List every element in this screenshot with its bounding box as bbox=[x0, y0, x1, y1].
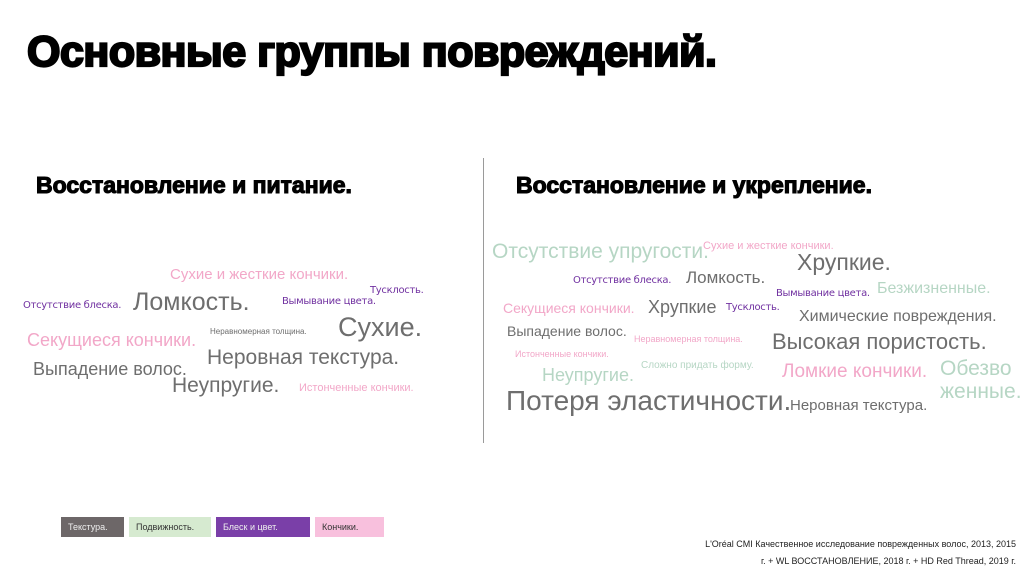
word: Выпадение волос. bbox=[33, 359, 187, 379]
word: Тусклость. bbox=[370, 285, 424, 296]
word: Секущиеся кончики. bbox=[27, 330, 197, 350]
source-line-2: г. + WL ВОССТАНОВЛЕНИЕ, 2018 г. + HD Red… bbox=[760, 556, 1016, 566]
word: Неупругие. bbox=[542, 365, 634, 385]
word: Неупругие. bbox=[172, 374, 280, 397]
word: Безжизненные. bbox=[877, 280, 991, 297]
word: Отсутствие упругости. bbox=[492, 240, 709, 263]
right-heading: Восстановление и укрепление. bbox=[515, 171, 872, 198]
legend-item-mobility: Подвижность. bbox=[129, 517, 211, 537]
word: Отсутствие блеска. bbox=[23, 300, 122, 311]
word: женные. bbox=[940, 380, 1022, 403]
word: Вымывание цвета. bbox=[282, 296, 376, 307]
word: Ломкость. bbox=[686, 268, 766, 287]
word: Истонченные кончики. bbox=[299, 382, 414, 394]
legend-item-tips: Кончики. bbox=[315, 517, 384, 537]
word: Обезво bbox=[940, 357, 1012, 380]
word: Сухие. bbox=[338, 312, 423, 342]
word: Неравномерная толщина. bbox=[634, 334, 743, 344]
word: Неровная текстура. bbox=[790, 397, 928, 414]
legend-item-shine-color: Блеск и цвет. bbox=[216, 517, 310, 537]
word: Выпадение волос. bbox=[507, 323, 627, 339]
word: Отсутствие блеска. bbox=[573, 275, 672, 286]
legend-item-texture: Текстура. bbox=[61, 517, 124, 537]
word: Сухие и жесткие кончики. bbox=[170, 266, 349, 283]
left-heading: Восстановление и питание. bbox=[35, 171, 352, 198]
word: Потеря эластичности. bbox=[506, 385, 792, 416]
word: Ломкость. bbox=[133, 288, 250, 316]
word: Хрупкие bbox=[648, 297, 717, 317]
word: Неравномерная толщина. bbox=[210, 327, 307, 336]
word: Химические повреждения. bbox=[799, 308, 997, 325]
word: Истонченные кончики. bbox=[515, 349, 609, 359]
slide-title: Основные группы повреждений. bbox=[26, 27, 718, 77]
word: Секущиеся кончики. bbox=[503, 300, 635, 316]
word: Хрупкие. bbox=[797, 249, 891, 275]
word: Сложно придать форму. bbox=[641, 360, 754, 371]
source-line-1: L'Oréal CMI Качественное исследование по… bbox=[705, 539, 1016, 549]
word: Вымывание цвета. bbox=[776, 288, 870, 299]
word: Сухие и жесткие кончики. bbox=[703, 240, 834, 252]
word: Высокая пористость. bbox=[772, 329, 987, 354]
word: Неровная текстура. bbox=[207, 346, 400, 369]
word: Тусклость. bbox=[726, 302, 780, 313]
divider bbox=[483, 158, 484, 443]
word: Ломкие кончики. bbox=[782, 361, 928, 382]
